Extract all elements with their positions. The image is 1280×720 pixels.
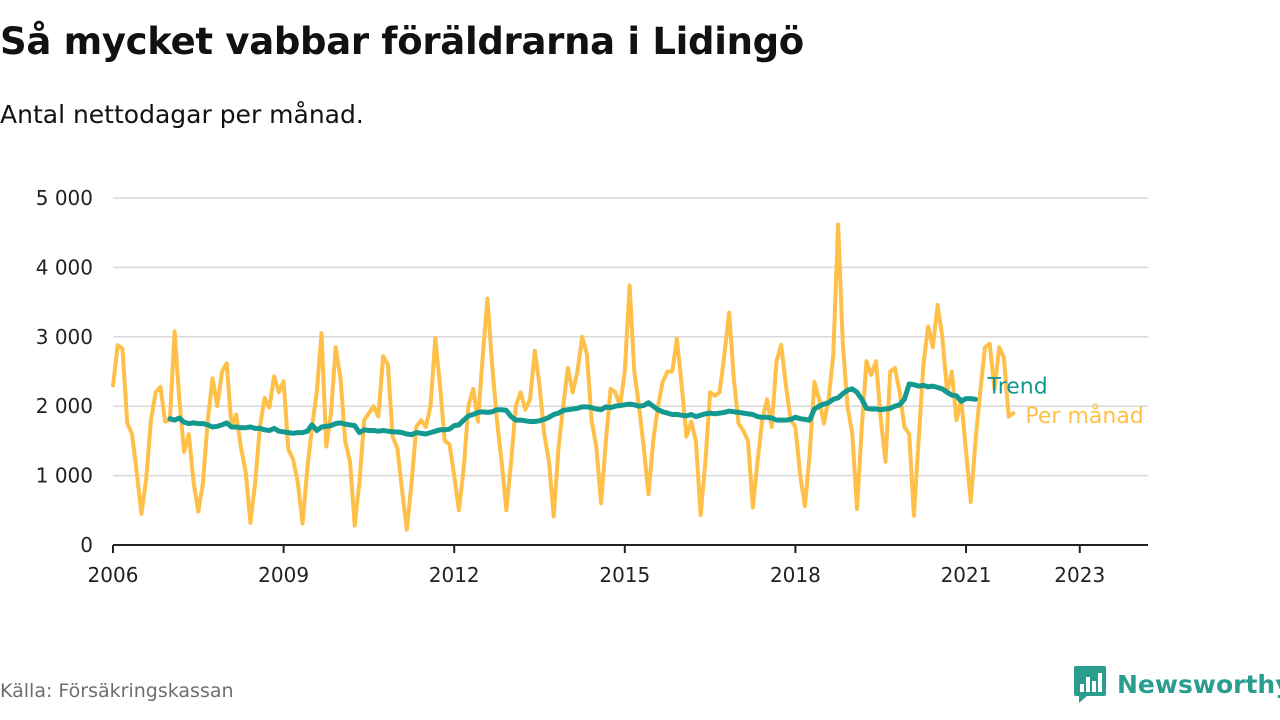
y-tick-label: 5 000 xyxy=(36,186,93,210)
source-note: Källa: Försäkringskassan xyxy=(0,680,234,702)
series-label-per-manad: Per månad xyxy=(1025,403,1143,429)
x-tick-label: 2023 xyxy=(1054,563,1105,587)
brand-name: Newsworthy xyxy=(1117,669,1280,699)
y-tick-label: 0 xyxy=(80,533,93,557)
series-label-trend: Trend xyxy=(987,374,1048,399)
series-lines xyxy=(111,222,1016,532)
series-line-trend xyxy=(167,381,978,438)
y-axis-ticks: 0 1 000 2 000 3 000 4 000 5 000 xyxy=(36,186,93,557)
chart-title: Så mycket vabbar föräldrarna i Lidingö xyxy=(0,20,804,63)
y-tick-label: 2 000 xyxy=(36,394,93,418)
y-tick-label: 1 000 xyxy=(36,464,93,488)
x-axis: 2006 2009 2012 2015 2018 2021 2023 xyxy=(88,544,1148,587)
x-tick-label: 2018 xyxy=(770,563,821,587)
y-tick-label: 3 000 xyxy=(36,325,93,349)
x-tick-label: 2021 xyxy=(941,563,992,587)
chart-subtitle: Antal nettodagar per månad. xyxy=(0,100,364,129)
brand-logo[interactable]: Newsworthy xyxy=(1073,664,1280,704)
y-tick-label: 4 000 xyxy=(36,255,93,279)
x-tick-label: 2012 xyxy=(429,563,480,587)
x-tick-label: 2006 xyxy=(88,563,139,587)
x-tick-label: 2009 xyxy=(258,563,309,587)
x-tick-label: 2015 xyxy=(599,563,650,587)
series-line-per-manad xyxy=(111,222,1016,532)
bar-chart-speech-bubble-icon xyxy=(1074,666,1106,703)
series-labels: Per månad Trend xyxy=(987,374,1144,429)
